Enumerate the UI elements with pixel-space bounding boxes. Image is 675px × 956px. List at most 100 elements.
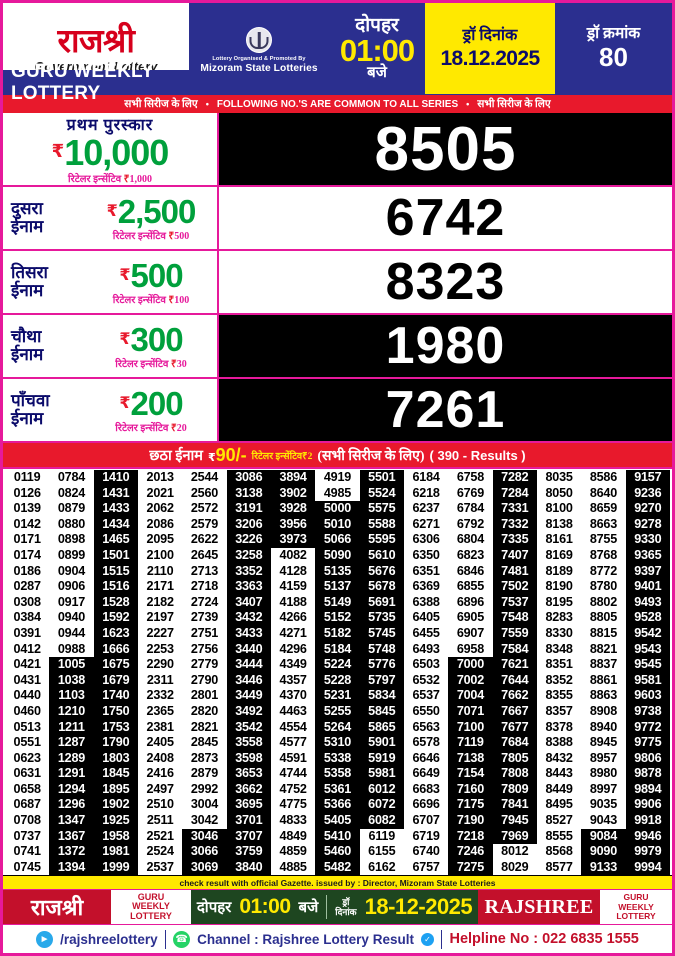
number-grid-cell: 8527 — [536, 813, 582, 829]
whatsapp-channel-text[interactable]: Channel : Rajshree Lottery Result — [197, 931, 414, 947]
number-grid-cell: 3086 — [226, 470, 271, 486]
number-grid-cell: 7284 — [492, 485, 537, 502]
number-grid-cell: 0906 — [49, 579, 94, 595]
number-grid-cell: 5224 — [315, 657, 360, 673]
prize-fourth-details: चौथा ईनाम ₹300 रिटेलर इन्सेंटिव ₹30 — [3, 315, 219, 377]
number-grid-cell: 8940 — [581, 719, 626, 736]
number-grid-cell: 8821 — [581, 641, 626, 658]
number-grid-cell: 2182 — [137, 594, 183, 611]
verified-badge-icon: ✓ — [420, 932, 434, 946]
number-grid-row: 0391 0944 1623 2227 2751 3433 4271 5182 5745 6455… — [5, 625, 670, 642]
number-grid-cell: 5797 — [359, 672, 404, 689]
prize-second-label-line2: ईनाम — [11, 217, 44, 236]
number-grid-cell: 5010 — [315, 516, 360, 533]
number-grid-cell: 8768 — [581, 547, 626, 564]
number-grid-cell: 2086 — [137, 516, 183, 533]
number-grid-cell: 0824 — [49, 485, 94, 502]
number-grid-cell: 2521 — [137, 828, 183, 845]
number-grid-cell: 4849 — [270, 828, 316, 845]
number-grid-cell: 5575 — [359, 501, 404, 517]
number-grid-cell: 6740 — [403, 844, 449, 860]
footer-time-label-bottom: बजे — [298, 900, 319, 917]
footer-time-value: 01:00 — [239, 895, 291, 919]
number-grid-cell: 5776 — [359, 657, 404, 673]
rupee-symbol: ₹ — [119, 394, 130, 412]
number-grid-cell: 4128 — [270, 563, 316, 580]
number-grid-cell: 5149 — [315, 594, 360, 611]
number-grid-cell: 8100 — [536, 501, 582, 517]
number-grid-cell: 0119 — [5, 470, 50, 486]
number-grid-cell: 6537 — [403, 688, 449, 704]
whatsapp-icon[interactable]: ☎ — [173, 930, 191, 948]
number-grid-cell: 2510 — [137, 797, 183, 814]
number-grid-cell: 4859 — [270, 844, 316, 860]
number-grid-cell: 2790 — [182, 672, 227, 689]
number-grid-cell: 8035 — [536, 470, 582, 486]
prize-fourth-incentive-amount: 30 — [176, 358, 187, 370]
draw-number-block: ड्रॉ क्रमांक 80 — [555, 3, 672, 94]
number-grid-wrapper: 0119 0784 1410 2013 2544 3086 3894 4919 5501 6184… — [3, 469, 672, 876]
number-grid-row: 0308 0917 1528 2182 2724 3407 4188 5149 5691 6388… — [5, 594, 670, 611]
number-grid-cell: 1740 — [93, 688, 138, 704]
number-grid-cell: 7808 — [492, 766, 537, 782]
number-grid-cell: 8495 — [536, 797, 582, 814]
number-grid-cell: 5184 — [315, 641, 360, 658]
rupee-symbol: ₹ — [51, 141, 64, 161]
draw-time-block: दोपहर 01:00 बजे — [329, 3, 425, 94]
number-grid-cell: 5264 — [315, 719, 360, 736]
number-grid-cell: 9043 — [581, 813, 626, 829]
number-grid-cell: 4554 — [270, 719, 316, 736]
number-grid-cell: 5310 — [315, 735, 360, 751]
number-grid-cell: 6823 — [448, 547, 493, 564]
number-grid-cell: 1981 — [93, 844, 138, 860]
prize-fifth-details: पाँचवा ईनाम ₹200 रिटेलर इन्सेंटिव ₹20 — [3, 379, 219, 441]
number-grid-cell: 3444 — [226, 657, 271, 673]
number-grid-cell: 2227 — [137, 625, 183, 642]
number-grid-cell: 8050 — [536, 485, 582, 502]
prize-first-details: प्रथम पुरस्कार ₹10,000 रिटेलर इन्सेंटिव … — [3, 113, 219, 185]
number-grid-cell: 5460 — [315, 844, 360, 860]
number-grid-cell: 5090 — [315, 547, 360, 564]
footer-guru2-line2: WEEKLY — [618, 901, 654, 912]
number-grid-row: 0623 1289 1803 2408 2873 3598 4591 5338 5919 6646… — [5, 750, 670, 767]
number-grid-cell: 7218 — [448, 828, 493, 845]
number-grid-cell: 3701 — [226, 813, 271, 829]
number-grid-cell: 1666 — [93, 641, 138, 658]
number-grid-cell: 5231 — [315, 688, 360, 704]
number-grid-cell: 8357 — [536, 703, 582, 720]
prize-first-winning-number-cell: 8505 — [219, 113, 672, 185]
footer-draw-date-label: ड्रॉ दिनांक — [335, 897, 356, 918]
number-grid-cell: 1410 — [93, 470, 138, 486]
number-grid-cell: 7502 — [492, 579, 537, 595]
prize-second-label-line1: दुसरा — [11, 199, 43, 219]
number-grid-cell: 7841 — [492, 797, 537, 814]
number-grid-cell: 4349 — [270, 657, 316, 673]
number-grid-cell: 9035 — [581, 797, 626, 814]
number-grid-cell: 1623 — [93, 625, 138, 642]
number-grid-cell: 6184 — [403, 470, 449, 486]
number-grid-cell: 8945 — [581, 735, 626, 751]
prize-second-label: दुसरा ईनाम — [7, 200, 89, 236]
telegram-handle[interactable]: /rajshreelottery — [60, 931, 158, 947]
number-grid-row: 0513 1211 1753 2381 2821 3542 4554 5264 5865 6563… — [5, 719, 670, 736]
number-grid-cell: 8663 — [581, 516, 626, 533]
number-grid-cell: 4752 — [270, 781, 316, 798]
number-grid-cell: 9543 — [625, 641, 670, 658]
number-grid-cell: 2095 — [137, 532, 183, 548]
number-grid-cell: 6896 — [448, 594, 493, 611]
number-grid-cell: 9738 — [625, 703, 670, 720]
number-grid-cell: 6578 — [403, 735, 449, 751]
number-grid-cell: 0391 — [5, 625, 50, 642]
number-grid-cell: 9084 — [581, 828, 626, 845]
footer-bar: राजश्री GURU WEEKLY LOTTERY दोपहर 01:00 … — [3, 889, 672, 926]
rupee-symbol: ₹ — [119, 330, 130, 348]
number-grid-row: 0708 1347 1925 2511 3042 3701 4833 5405 6082 6707… — [5, 813, 670, 829]
number-grid-cell: 0940 — [49, 610, 94, 626]
number-grid-cell: 0904 — [49, 563, 94, 580]
number-grid-cell: 3956 — [270, 516, 316, 533]
number-grid-cell: 3558 — [226, 735, 271, 751]
telegram-icon[interactable]: ► — [36, 930, 54, 948]
draw-date-value: 18.12.2025 — [440, 46, 540, 70]
number-grid-cell: 6155 — [359, 844, 404, 860]
number-grid-cell: 4744 — [270, 766, 316, 782]
